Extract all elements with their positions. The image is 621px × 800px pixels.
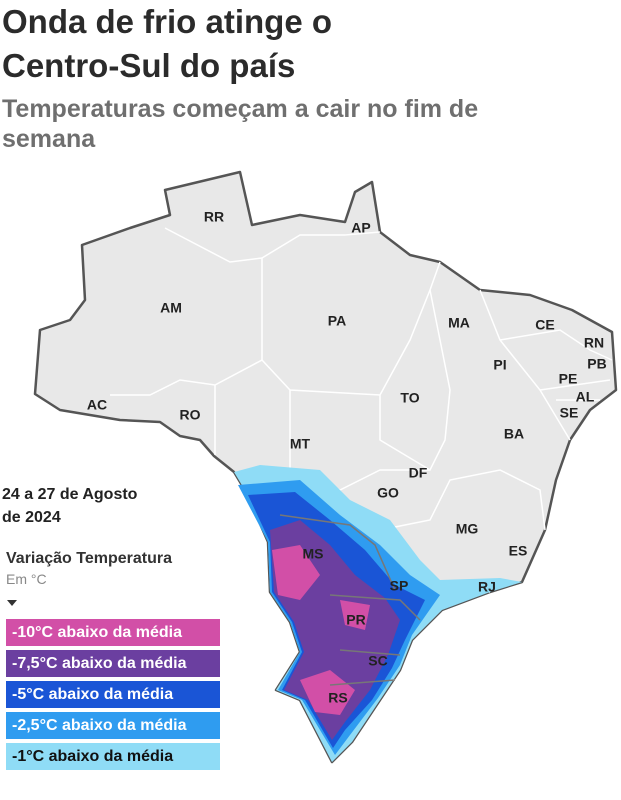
legend: -10°C abaixo da média -7,5°C abaixo da mé… — [6, 619, 220, 774]
anomaly-areas — [234, 465, 522, 762]
legend-arrow — [7, 600, 17, 606]
subtitle: Temperaturas começam a cair no fim de se… — [2, 95, 479, 153]
state-label: AL — [576, 389, 595, 405]
state-label: MA — [448, 315, 470, 331]
state-label: PE — [559, 371, 578, 387]
legend-item: -1°C abaixo da média — [6, 743, 220, 770]
period: 24 a 27 de Agosto de 2024 — [2, 486, 138, 526]
state-label: GO — [377, 485, 399, 501]
legend-item: -5°C abaixo da média — [6, 681, 220, 708]
state-label: SE — [560, 405, 579, 421]
legend-title: Variação Temperatura — [6, 550, 173, 567]
state-label: MS — [303, 546, 324, 562]
state-label: BA — [504, 426, 524, 442]
state-label: PI — [493, 357, 506, 373]
state-label: MG — [456, 521, 479, 537]
state-label: RN — [584, 335, 604, 351]
state-label: ES — [509, 543, 528, 559]
state-label: PA — [328, 313, 346, 329]
state-label: RJ — [478, 579, 496, 595]
south-borders — [279, 514, 421, 686]
state-label: AP — [351, 220, 370, 236]
legend-unit: Em °C — [6, 571, 47, 587]
state-label: CE — [535, 317, 554, 333]
legend-item: -7,5°C abaixo da média — [6, 650, 220, 677]
legend-item: -10°C abaixo da média — [6, 619, 220, 646]
area-5 — [272, 545, 370, 715]
state-label: TO — [400, 390, 419, 406]
state-label: RO — [180, 407, 201, 423]
state-label: AM — [160, 300, 182, 316]
title: Onda de frio atinge o Centro-Sul do país — [2, 3, 333, 84]
state-label: PR — [346, 612, 365, 628]
state-label: RS — [328, 690, 347, 706]
state-label: SC — [368, 653, 387, 669]
state-label: DF — [409, 465, 428, 481]
state-label: SP — [390, 578, 409, 594]
legend-item: -2,5°C abaixo da média — [6, 712, 220, 739]
state-label: PB — [587, 356, 606, 372]
state-label: RR — [204, 209, 224, 225]
state-label: AC — [87, 397, 107, 413]
state-label: MT — [290, 436, 311, 452]
